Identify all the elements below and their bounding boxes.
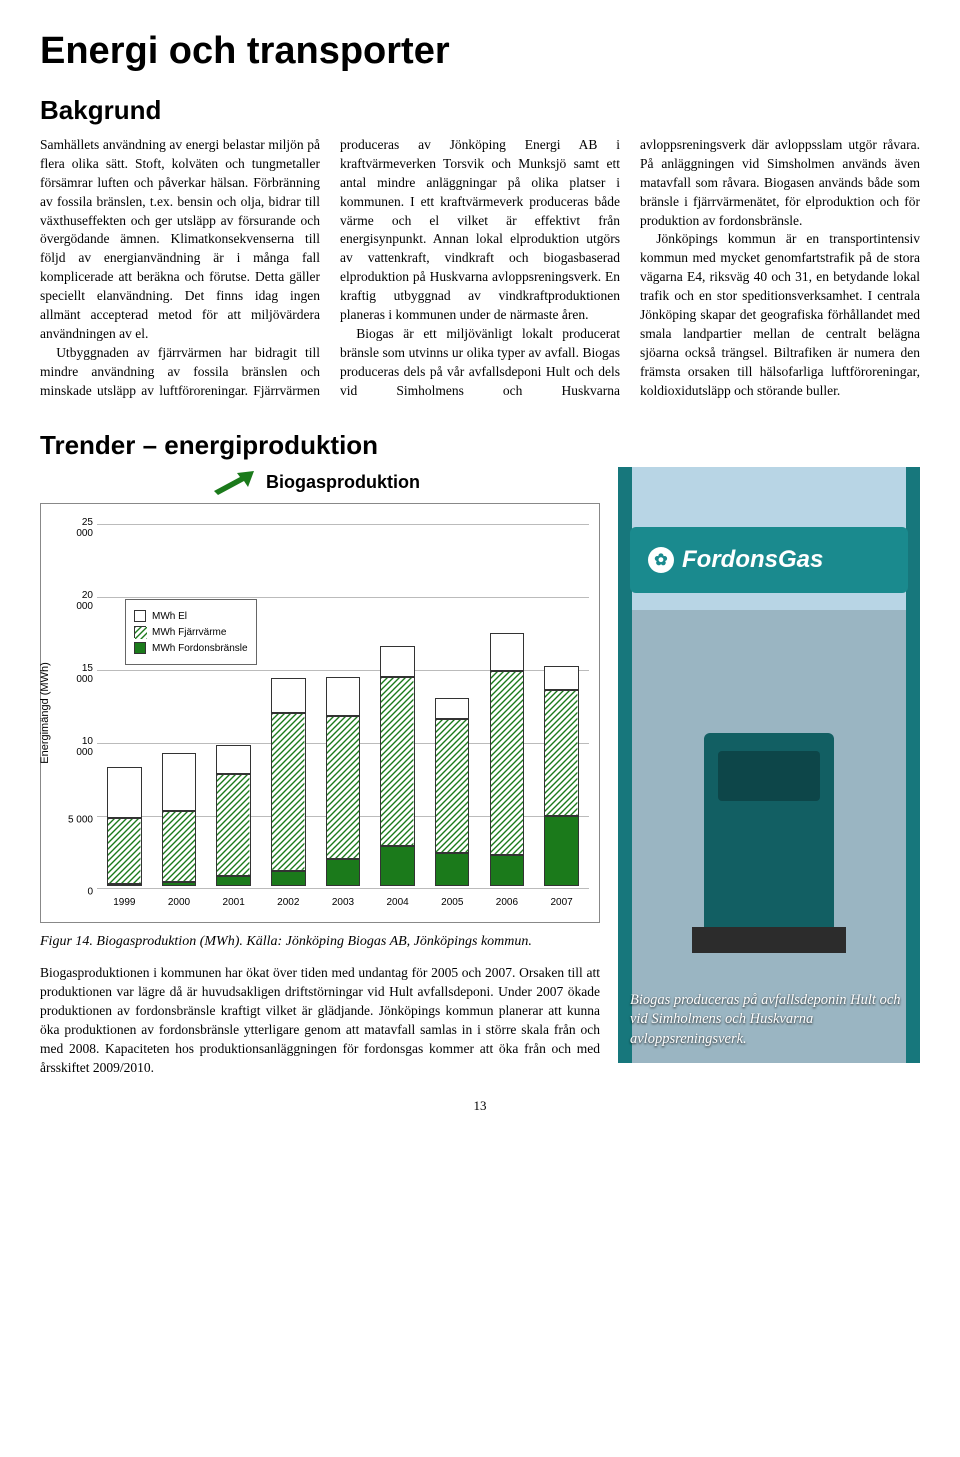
page-number: 13 — [40, 1098, 920, 1114]
section-heading-trender: Trender – energiproduktion — [40, 430, 920, 461]
bar-2001: 2001 — [216, 524, 250, 886]
trend-arrow-icon — [210, 467, 256, 497]
chart-title: Biogasproduktion — [266, 472, 420, 493]
gridline — [97, 888, 589, 889]
bar-1999: 1999 — [107, 524, 141, 886]
bar-seg-fordonsbransle — [490, 855, 524, 887]
bar-seg-el — [490, 633, 524, 671]
bar-seg-fjarrvarme — [544, 690, 578, 816]
bar-seg-el — [544, 666, 578, 689]
bar-seg-fordonsbransle — [435, 853, 469, 886]
bar-2000: 2000 — [162, 524, 196, 886]
bottom-paragraph: Biogasproduktionen i kommunen har ökat ö… — [40, 964, 600, 1077]
bar-seg-el — [326, 677, 360, 716]
bar-seg-fjarrvarme — [216, 774, 250, 877]
section-heading-bakgrund: Bakgrund — [40, 95, 920, 126]
leaf-icon: ✿ — [648, 547, 674, 573]
x-tick-label: 2003 — [332, 897, 354, 908]
y-tick-label: 5 000 — [63, 814, 93, 825]
y-tick-label: 10 000 — [63, 736, 93, 758]
station-sign: ✿ FordonsGas — [630, 527, 908, 593]
x-tick-label: 2000 — [168, 897, 190, 908]
bar-seg-fjarrvarme — [380, 677, 414, 846]
bar-seg-fordonsbransle — [380, 846, 414, 887]
x-tick-label: 2007 — [550, 897, 572, 908]
bar-seg-el — [380, 646, 414, 676]
x-tick-label: 2005 — [441, 897, 463, 908]
x-tick-label: 2004 — [386, 897, 408, 908]
fordonsgas-photo: ✿ FordonsGas Biogas produceras på avfall… — [618, 467, 920, 1063]
x-tick-label: 1999 — [113, 897, 135, 908]
y-tick-label: 15 000 — [63, 663, 93, 685]
bar-2002: 2002 — [271, 524, 305, 886]
sign-label: FordonsGas — [682, 546, 823, 574]
figure-caption: Figur 14. Biogasproduktion (MWh). Källa:… — [40, 933, 600, 952]
x-tick-label: 2001 — [223, 897, 245, 908]
bar-2004: 2004 — [380, 524, 414, 886]
body-paragraph: Jönköpings kommun är en transportintensi… — [640, 230, 920, 400]
bars-container: 1999 2000 2001 2002 2003 2004 2005 2006 2007 — [97, 524, 589, 886]
body-text-columns: Samhällets användning av energi belastar… — [40, 136, 920, 400]
bar-seg-fordonsbransle — [544, 816, 578, 887]
bar-seg-fjarrvarme — [162, 811, 196, 882]
gas-pump — [704, 733, 834, 953]
bar-seg-fjarrvarme — [326, 716, 360, 859]
x-tick-label: 2006 — [496, 897, 518, 908]
bar-seg-fjarrvarme — [107, 818, 141, 885]
bar-seg-el — [162, 753, 196, 811]
bar-2006: 2006 — [490, 524, 524, 886]
bar-seg-fordonsbransle — [326, 859, 360, 887]
bar-2005: 2005 — [435, 524, 469, 886]
bar-2007: 2007 — [544, 524, 578, 886]
bar-seg-fordonsbransle — [162, 882, 196, 886]
photo-caption: Biogas produceras på avfallsdeponin Hult… — [630, 991, 908, 1050]
page-title: Energi och transporter — [40, 30, 920, 73]
y-tick-label: 20 000 — [63, 590, 93, 612]
photo-column: ✿ FordonsGas Biogas produceras på avfall… — [618, 467, 920, 1077]
chart-column: Biogasproduktion Energimängd (MWh) MWh E… — [40, 467, 600, 1077]
bar-seg-fordonsbransle — [271, 871, 305, 887]
bar-seg-el — [435, 698, 469, 718]
y-tick-label: 25 000 — [63, 517, 93, 539]
bar-seg-el — [271, 678, 305, 713]
bar-seg-el — [216, 745, 250, 774]
bar-seg-fjarrvarme — [435, 719, 469, 854]
bar-seg-fjarrvarme — [271, 713, 305, 871]
body-paragraph: Samhällets användning av energi belastar… — [40, 136, 320, 344]
bar-2003: 2003 — [326, 524, 360, 886]
y-axis-label: Energimängd (MWh) — [39, 663, 51, 764]
bar-seg-fordonsbransle — [216, 876, 250, 886]
x-tick-label: 2002 — [277, 897, 299, 908]
bar-seg-fjarrvarme — [490, 671, 524, 855]
bar-seg-el — [107, 767, 141, 818]
bar-seg-fordonsbransle — [107, 884, 141, 886]
y-tick-label: 0 — [63, 887, 93, 898]
biogas-chart: Energimängd (MWh) MWh El MWh Fjärrvärme … — [40, 503, 600, 923]
